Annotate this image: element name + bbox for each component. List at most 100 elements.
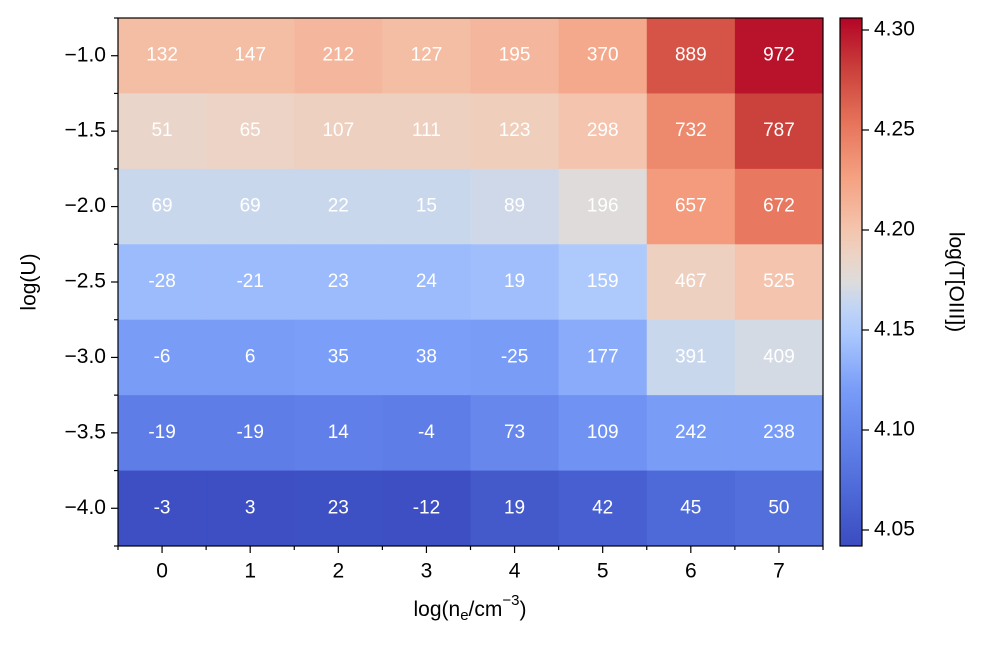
heatmap-cell (734, 168, 824, 245)
cell-label: -19 (148, 422, 175, 443)
heatmap-cell (118, 470, 207, 547)
heatmap-cell (470, 470, 560, 547)
cell-label: 3 (245, 497, 256, 518)
cell-label: 889 (675, 45, 707, 66)
cell-label: 73 (504, 422, 525, 443)
cell-label: 24 (416, 271, 438, 292)
cell-label: 298 (587, 120, 619, 141)
cell-label: 391 (675, 346, 707, 367)
heatmap-cell (558, 395, 648, 472)
cell-label: 19 (504, 497, 525, 518)
cell-label: -21 (236, 271, 263, 292)
cell-label: 212 (322, 45, 354, 66)
heatmap-cell (294, 470, 383, 547)
heatmap-cell (470, 93, 560, 170)
heatmap-cell (646, 18, 736, 94)
colorbar-tick-label: 4.30 (874, 18, 915, 41)
cell-label: 65 (240, 120, 261, 141)
heatmap-cell (206, 395, 295, 472)
cell-label: 672 (763, 196, 795, 217)
heatmap-cell (470, 18, 560, 94)
x-tick-label: 0 (156, 560, 168, 583)
cell-label: 45 (680, 497, 701, 518)
colorbar-tick-label: 4.05 (874, 518, 915, 541)
heatmap-cell (646, 470, 736, 547)
heatmap-cell (646, 319, 736, 396)
cell-label: 732 (675, 120, 707, 141)
heatmap-cell (734, 244, 824, 321)
heatmap-cell (206, 244, 295, 321)
heatmap-cell (734, 18, 824, 94)
heatmap-cell (734, 93, 824, 170)
colorbar-tick-label: 4.15 (874, 318, 915, 341)
heatmap-cell (294, 18, 383, 94)
heatmap-cell (294, 244, 383, 321)
y-tick-label: −2.5 (65, 270, 106, 293)
cell-label: 159 (587, 271, 619, 292)
heatmap-cell (118, 319, 207, 396)
x-tick-label: 5 (597, 560, 609, 583)
heatmap-cell (470, 319, 560, 396)
colorbar-tick-label: 4.20 (874, 218, 915, 241)
heatmap-cell (646, 168, 736, 245)
heatmap-cell (734, 395, 824, 472)
cell-label: -3 (154, 497, 171, 518)
heatmap-cell (558, 168, 648, 245)
x-tick-label: 1 (244, 560, 256, 583)
cell-label: 35 (328, 346, 349, 367)
cell-label: 242 (675, 422, 707, 443)
heatmap-cell (294, 319, 383, 396)
y-tick-label: −4.0 (65, 496, 106, 519)
heatmap-cell (558, 244, 648, 321)
cell-label: -12 (413, 497, 440, 518)
heatmap-cell (206, 93, 295, 170)
cell-label: 409 (763, 346, 795, 367)
cell-label: 370 (587, 45, 619, 66)
cell-label: -4 (418, 422, 435, 443)
y-tick-label: −1.0 (65, 43, 106, 66)
cell-label: 657 (675, 196, 707, 217)
cell-label: 23 (328, 497, 349, 518)
heatmap-cell (294, 168, 383, 245)
heatmap-cell (646, 395, 736, 472)
heatmap-cell (558, 319, 648, 396)
cell-label: 22 (328, 196, 349, 217)
colorbar-tick-label: 4.25 (874, 118, 915, 141)
cell-label: 787 (763, 120, 795, 141)
cell-label: 23 (328, 271, 349, 292)
cell-label: 238 (763, 422, 795, 443)
y-tick-label: −1.5 (65, 119, 106, 142)
cell-label: 127 (411, 45, 443, 66)
heatmap-cell (206, 319, 295, 396)
heatmap-cell (646, 93, 736, 170)
cell-label: 15 (416, 196, 437, 217)
cell-label: 525 (763, 271, 795, 292)
cell-label: 109 (587, 422, 619, 443)
heatmap-cell (382, 93, 471, 170)
cell-label: 111 (412, 120, 441, 141)
cell-label: -19 (236, 422, 263, 443)
cell-label: 19 (504, 271, 525, 292)
cell-label: 132 (146, 45, 178, 66)
x-tick-label: 2 (332, 560, 344, 583)
cell-label: 177 (587, 346, 619, 367)
heatmap-cell (734, 319, 824, 396)
heatmap-cell (646, 244, 736, 321)
heatmap-cell (558, 18, 648, 94)
heatmap-cell (118, 93, 207, 170)
heatmap-cell (382, 244, 471, 321)
x-tick-label: 6 (685, 560, 697, 583)
cell-label: 69 (151, 196, 172, 217)
cell-label: 123 (499, 120, 531, 141)
heatmap-cell (382, 395, 471, 472)
heatmap-cell (294, 395, 383, 472)
heatmap-cell (470, 395, 560, 472)
cell-label: 89 (504, 196, 525, 217)
cell-label: 50 (768, 497, 789, 518)
heatmap-cell (558, 93, 648, 170)
heatmap-cell (470, 244, 560, 321)
heatmap-cell (470, 168, 560, 245)
cell-label: 42 (592, 497, 613, 518)
x-tick-label: 4 (509, 560, 521, 583)
